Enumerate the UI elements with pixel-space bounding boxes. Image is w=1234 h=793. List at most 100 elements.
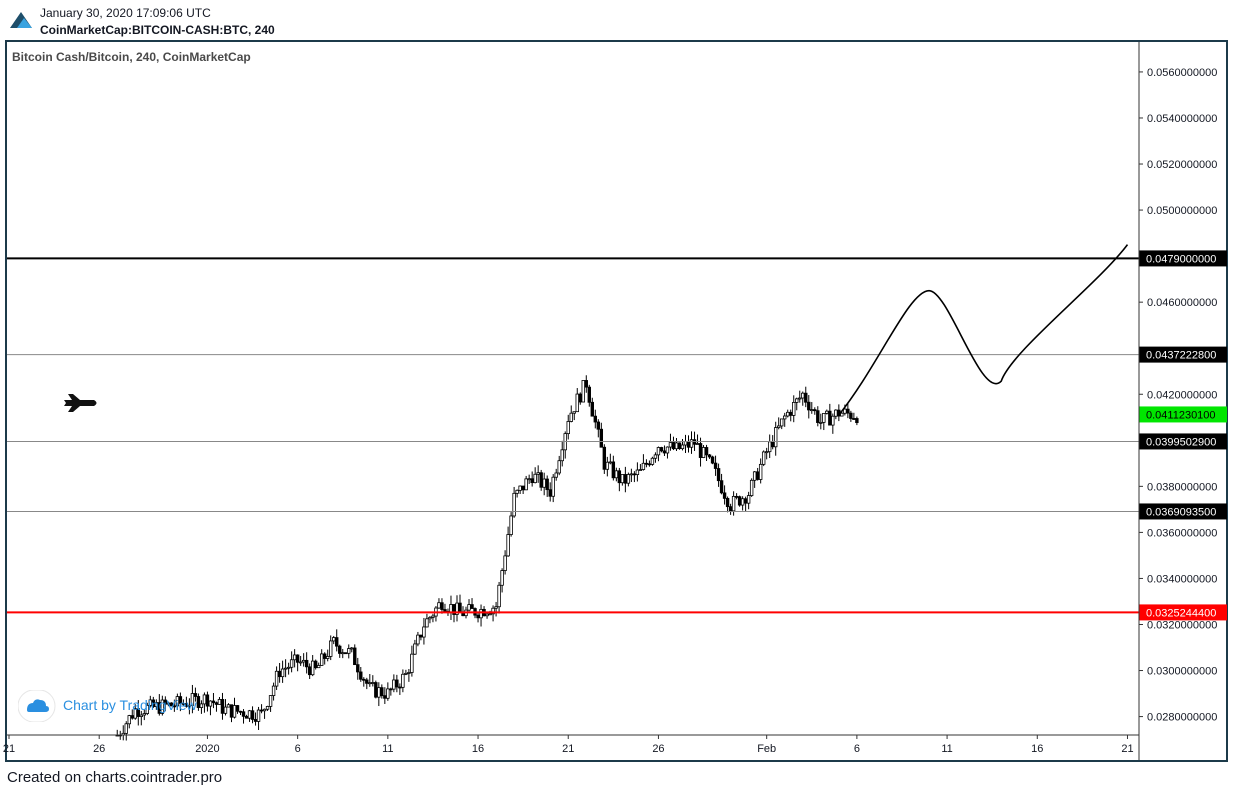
chart-frame <box>5 40 1228 762</box>
candle-body <box>710 456 715 464</box>
candle-body <box>383 695 387 699</box>
candle-body <box>467 604 471 611</box>
candle-body <box>440 602 444 610</box>
level-price-badge <box>1139 604 1227 621</box>
candle-body <box>849 412 853 419</box>
candle-body <box>539 472 543 488</box>
candle-body <box>515 489 519 494</box>
header: January 30, 2020 17:09:06 UTC CoinMarket… <box>0 0 1234 40</box>
x-tick-label: 21 <box>3 743 15 755</box>
candle-body <box>175 696 180 707</box>
candle-body <box>304 659 309 668</box>
candle-body <box>332 637 336 642</box>
candle-body <box>301 659 306 663</box>
y-tick-label: 0.0300000000 <box>1147 666 1217 678</box>
candle-body <box>671 442 676 450</box>
candle-body <box>341 652 345 655</box>
level-price-badge <box>1139 503 1227 520</box>
x-tick-label: 26 <box>93 743 105 755</box>
level-price-label: 0.0369093500 <box>1146 506 1216 518</box>
candle-body <box>395 679 399 688</box>
candle-body <box>371 682 375 684</box>
y-tick-label: 0.0340000000 <box>1147 573 1217 585</box>
candle-body <box>407 672 411 674</box>
candle-body <box>584 380 588 388</box>
level-price-label: 0.0437222800 <box>1146 350 1216 362</box>
candle-body <box>124 723 128 734</box>
y-tick-label: 0.0460000000 <box>1147 297 1217 309</box>
candle-body <box>295 654 300 663</box>
time-axis: 21 26 2020 6 11 16 21 26 Feb 6 11 16 21 <box>3 735 1134 755</box>
x-tick-label: 11 <box>382 743 393 755</box>
level-price-label: 0.0399502900 <box>1146 436 1216 448</box>
candle-body <box>386 688 390 699</box>
candle-body <box>187 704 192 707</box>
candle-body <box>635 469 640 476</box>
candle-body <box>518 485 522 491</box>
candle-body <box>789 411 793 416</box>
candle-body <box>166 702 171 705</box>
x-tick-label: 6 <box>295 743 301 755</box>
candle-body <box>319 653 324 666</box>
annotations <box>64 244 1129 416</box>
candle-body <box>500 570 504 586</box>
candle-body <box>819 421 823 424</box>
candle-body <box>280 668 285 678</box>
candle-body <box>780 418 784 427</box>
candle-body <box>644 462 649 465</box>
candle-body <box>578 393 582 403</box>
candle-body <box>641 462 646 470</box>
candle-body <box>283 667 288 670</box>
x-tick-label: 2020 <box>195 743 219 755</box>
candle-body <box>202 694 207 705</box>
candle-body <box>740 498 745 506</box>
y-tick-label: 0.0360000000 <box>1147 527 1217 539</box>
candle-body <box>602 446 607 470</box>
candle-body <box>307 666 312 676</box>
candle-body <box>533 473 537 484</box>
candle-body <box>755 471 760 480</box>
candle-body <box>749 479 754 496</box>
candle-body <box>199 703 204 708</box>
candle-body <box>347 648 351 654</box>
candle-body <box>774 427 778 448</box>
candle-body <box>313 660 318 669</box>
candle-body <box>470 604 474 609</box>
candle-body <box>365 679 369 684</box>
candle-body <box>548 489 552 497</box>
candle-body <box>737 496 742 506</box>
candle-body <box>458 602 462 613</box>
candle-body <box>452 604 456 615</box>
candle-body <box>686 441 691 448</box>
candle-body <box>359 671 363 680</box>
candle-body <box>638 469 643 471</box>
candle-body <box>503 555 507 571</box>
candle-body <box>220 699 225 714</box>
candle-body <box>557 460 561 474</box>
candle-body <box>172 705 177 708</box>
candle-body <box>416 634 420 645</box>
candle-body <box>259 709 264 712</box>
candle-body <box>265 706 270 710</box>
tradingview-logo-icon <box>10 12 32 28</box>
candle-body <box>614 470 619 479</box>
candle-body <box>632 473 637 476</box>
candle-body <box>569 412 573 422</box>
candle-body <box>160 699 165 714</box>
tradingview-badge[interactable] <box>18 690 203 722</box>
candle-body <box>761 451 766 465</box>
candle-body <box>392 679 396 690</box>
tradingview-watermark[interactable]: Chart by TradingView <box>63 697 197 713</box>
price-axis: 0.0560000000 0.0540000000 0.0520000000 0.05… <box>1139 67 1217 724</box>
candle-body <box>554 472 558 478</box>
candle-body <box>722 492 727 499</box>
candle-body <box>843 408 847 414</box>
level-price-label: 0.0325244400 <box>1146 607 1216 619</box>
x-tick-label: Feb <box>757 743 776 755</box>
candle-body <box>244 715 249 719</box>
candle-body <box>813 409 817 412</box>
jet-icon[interactable] <box>64 394 97 412</box>
candle-body <box>485 613 489 617</box>
projection-curve[interactable] <box>838 244 1129 416</box>
